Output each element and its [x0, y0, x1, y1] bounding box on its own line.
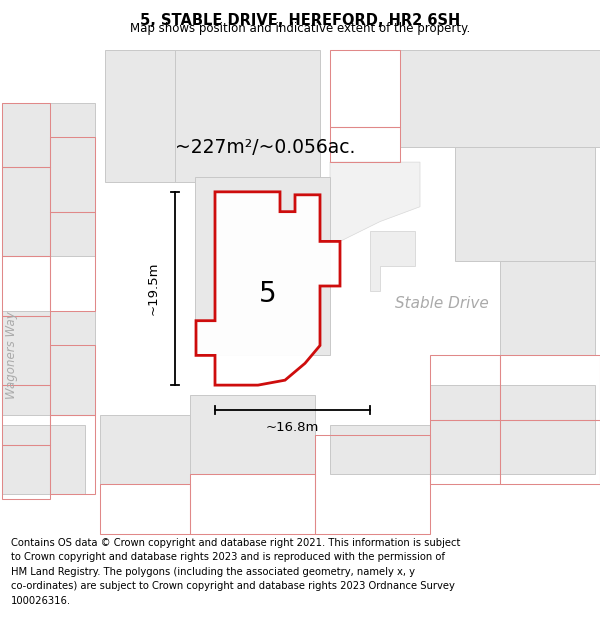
Polygon shape — [2, 102, 95, 256]
Text: ~19.5m: ~19.5m — [146, 262, 160, 315]
Polygon shape — [105, 50, 175, 182]
Text: 5, STABLE DRIVE, HEREFORD, HR2 6SH: 5, STABLE DRIVE, HEREFORD, HR2 6SH — [140, 13, 460, 28]
Polygon shape — [175, 50, 320, 182]
Polygon shape — [330, 425, 430, 474]
Text: ~16.8m: ~16.8m — [266, 421, 319, 434]
Polygon shape — [430, 385, 595, 474]
Polygon shape — [196, 192, 340, 385]
Text: Wagoners Way: Wagoners Way — [5, 311, 19, 399]
Text: 5: 5 — [259, 280, 277, 308]
Text: Contains OS data © Crown copyright and database right 2021. This information is : Contains OS data © Crown copyright and d… — [11, 538, 460, 606]
Polygon shape — [500, 261, 595, 356]
Text: ~227m²/~0.056ac.: ~227m²/~0.056ac. — [175, 138, 355, 157]
Polygon shape — [100, 415, 190, 484]
Text: Map shows position and indicative extent of the property.: Map shows position and indicative extent… — [130, 22, 470, 35]
Polygon shape — [2, 311, 95, 415]
Polygon shape — [400, 50, 600, 148]
Polygon shape — [2, 425, 85, 494]
Polygon shape — [455, 148, 595, 261]
Polygon shape — [195, 177, 330, 356]
Polygon shape — [370, 231, 415, 291]
Text: Stable Drive: Stable Drive — [395, 296, 489, 311]
Polygon shape — [190, 395, 315, 474]
Polygon shape — [330, 162, 420, 246]
